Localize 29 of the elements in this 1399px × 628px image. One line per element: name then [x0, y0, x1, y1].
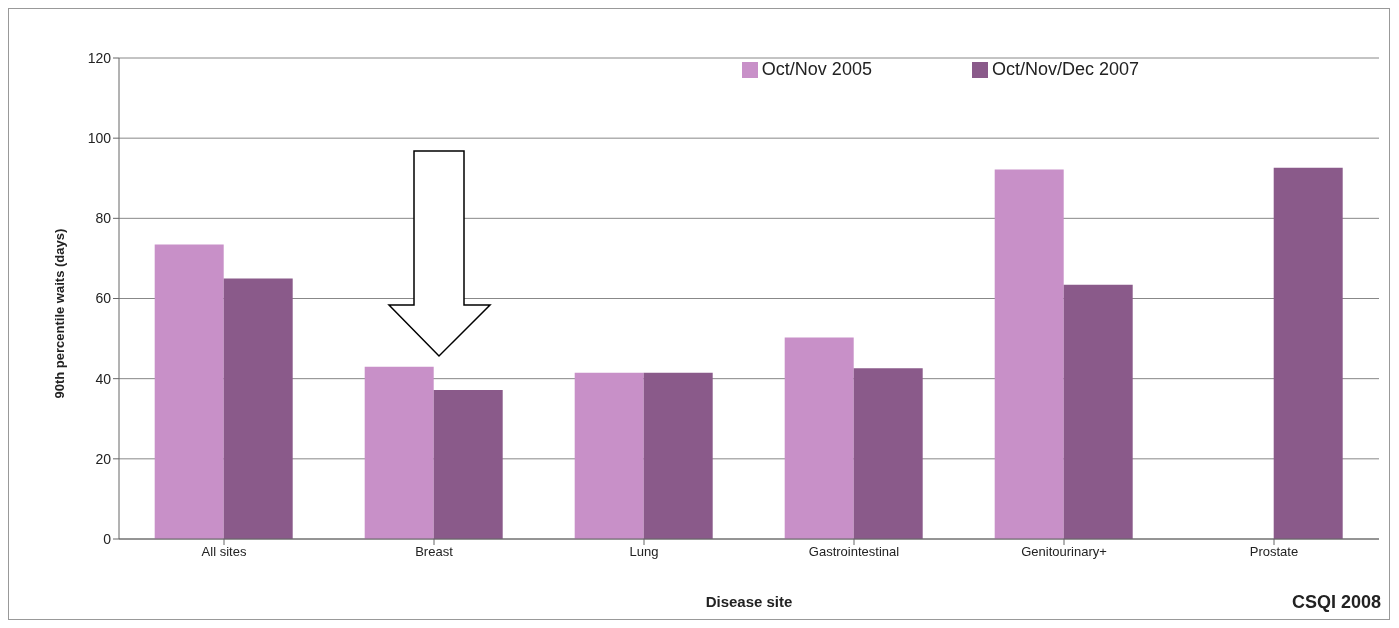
y-tick-label: 60 — [95, 290, 112, 307]
x-tick-label: Gastrointestinal — [808, 544, 900, 560]
x-tick-label: Lung — [629, 544, 659, 560]
y-axis-title: 90th percentile waits (days) — [51, 228, 67, 399]
y-tick-label: 40 — [95, 370, 112, 387]
bar — [1063, 284, 1133, 539]
bar — [1273, 167, 1343, 539]
y-tick-label: 20 — [95, 450, 112, 467]
bar — [853, 368, 923, 539]
bar — [433, 389, 503, 539]
bar — [574, 372, 644, 539]
x-tick-label: Genitourinary+ — [1021, 544, 1107, 560]
x-axis-title: Disease site — [705, 593, 793, 610]
bar — [223, 278, 293, 539]
bar — [364, 366, 434, 539]
bar — [784, 337, 854, 539]
x-tick-label: Breast — [415, 544, 454, 560]
bar — [154, 244, 224, 539]
y-tick-label: 120 — [87, 49, 112, 66]
y-tick-label: 0 — [103, 530, 112, 547]
bar — [643, 372, 713, 539]
y-tick-label: 80 — [95, 210, 112, 227]
bar — [994, 169, 1064, 539]
text: CSQI 2008 — [1291, 592, 1381, 613]
y-tick-label: 100 — [87, 130, 112, 147]
legend-label: Oct/Nov 2005 — [761, 59, 872, 79]
x-tick-label: All sites — [201, 544, 247, 560]
x-tick-label: Prostate — [1249, 544, 1299, 560]
legend-label: Oct/Nov/Dec 2007 — [991, 59, 1139, 79]
